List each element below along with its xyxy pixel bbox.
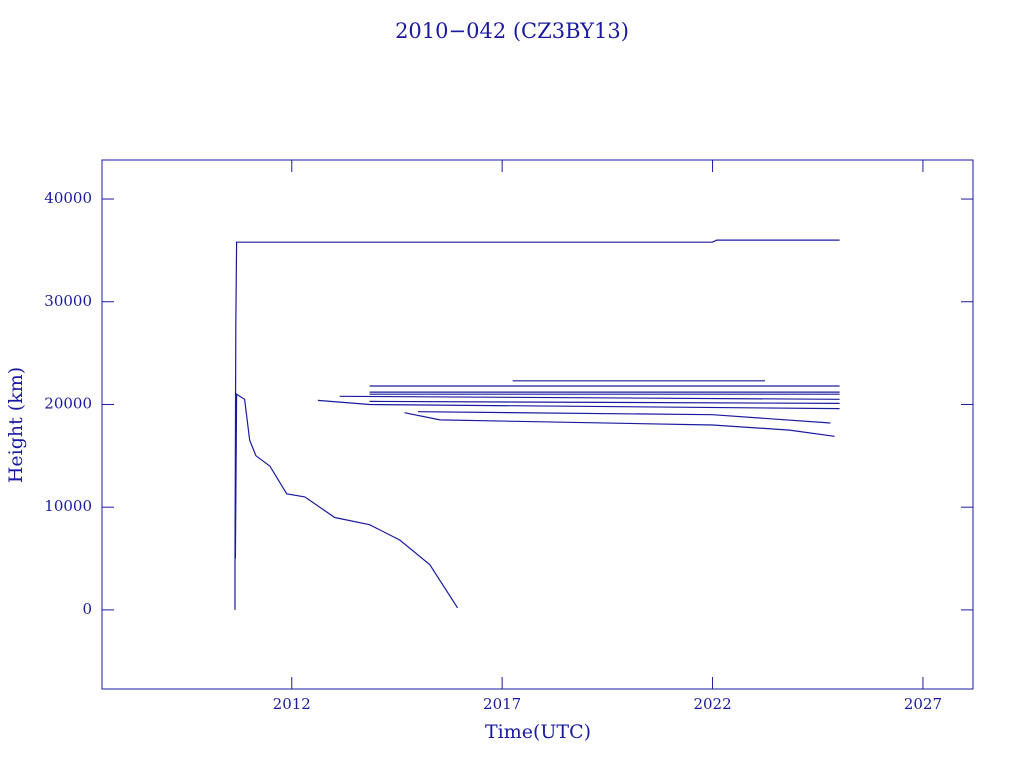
- x-axis-label: Time(UTC): [485, 721, 591, 743]
- y-tick-label: 40000: [44, 189, 92, 207]
- data-line: [404, 412, 835, 437]
- y-tick-label: 30000: [44, 292, 92, 310]
- data-line: [234, 393, 459, 609]
- data-line: [234, 239, 840, 610]
- plot-frame: [101, 159, 974, 690]
- data-line: [369, 400, 840, 404]
- x-tick-label: 2012: [273, 695, 311, 713]
- data-line: [317, 399, 840, 410]
- y-axis-label: Height (km): [5, 367, 27, 483]
- x-tick-label: 2022: [693, 695, 731, 713]
- y-tick-label: 0: [82, 600, 92, 618]
- data-line: [339, 395, 840, 400]
- data-line: [417, 411, 831, 424]
- chart-title: 2010−042 (CZ3BY13): [395, 19, 629, 43]
- x-tick-label: 2017: [483, 695, 521, 713]
- y-tick-label: 20000: [44, 394, 92, 412]
- y-tick-label: 10000: [44, 497, 92, 515]
- x-tick-label: 2027: [904, 695, 942, 713]
